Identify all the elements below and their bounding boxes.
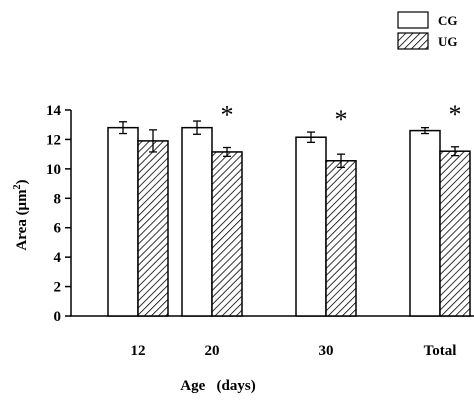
bar-ug-12 <box>137 140 169 317</box>
legend: CG UG <box>397 11 458 50</box>
x-tick-label: Total <box>424 343 457 359</box>
significance-marker: * <box>335 105 348 134</box>
y-axis-label-superscript: 2 <box>12 184 23 189</box>
x-axis-label: Age (days) <box>180 378 255 394</box>
bar-ug-total <box>439 150 471 317</box>
legend-swatch-cg <box>397 11 429 29</box>
y-tick-label: 4 <box>54 250 62 266</box>
y-tick-label: 12 <box>46 132 61 148</box>
x-axis-tick-labels: 12 20 30 Total <box>131 343 457 359</box>
y-axis-label: Area (μm2) <box>12 179 30 250</box>
bar-cg-30 <box>295 136 327 317</box>
y-tick-label: 6 <box>54 221 62 237</box>
bar-cg-12 <box>107 126 139 317</box>
significance-marker: * <box>449 100 462 129</box>
y-tick-label: 0 <box>54 309 62 325</box>
bar-cg-total <box>409 129 441 317</box>
bar-cg-20 <box>181 126 213 317</box>
significance-marker: * <box>221 101 234 130</box>
legend-label-cg: CG <box>438 13 458 28</box>
legend-swatch-ug <box>397 32 429 50</box>
bar-ug-30 <box>325 160 357 317</box>
x-tick-label: 12 <box>131 343 146 359</box>
y-tick-label: 2 <box>54 280 62 296</box>
y-axis-ticks: 0 2 4 6 8 10 12 14 <box>46 103 71 325</box>
y-tick-label: 14 <box>46 103 62 119</box>
y-axis-label-close: ) <box>14 179 30 184</box>
y-axis-label-main: Area (μm <box>14 189 30 251</box>
x-tick-label: 30 <box>319 343 334 359</box>
x-tick-label: 20 <box>205 343 220 359</box>
y-tick-label: 10 <box>46 162 61 178</box>
bars: * * * <box>107 100 471 317</box>
y-tick-label: 8 <box>54 191 62 207</box>
legend-label-ug: UG <box>438 34 458 49</box>
bar-ug-20 <box>211 151 243 317</box>
